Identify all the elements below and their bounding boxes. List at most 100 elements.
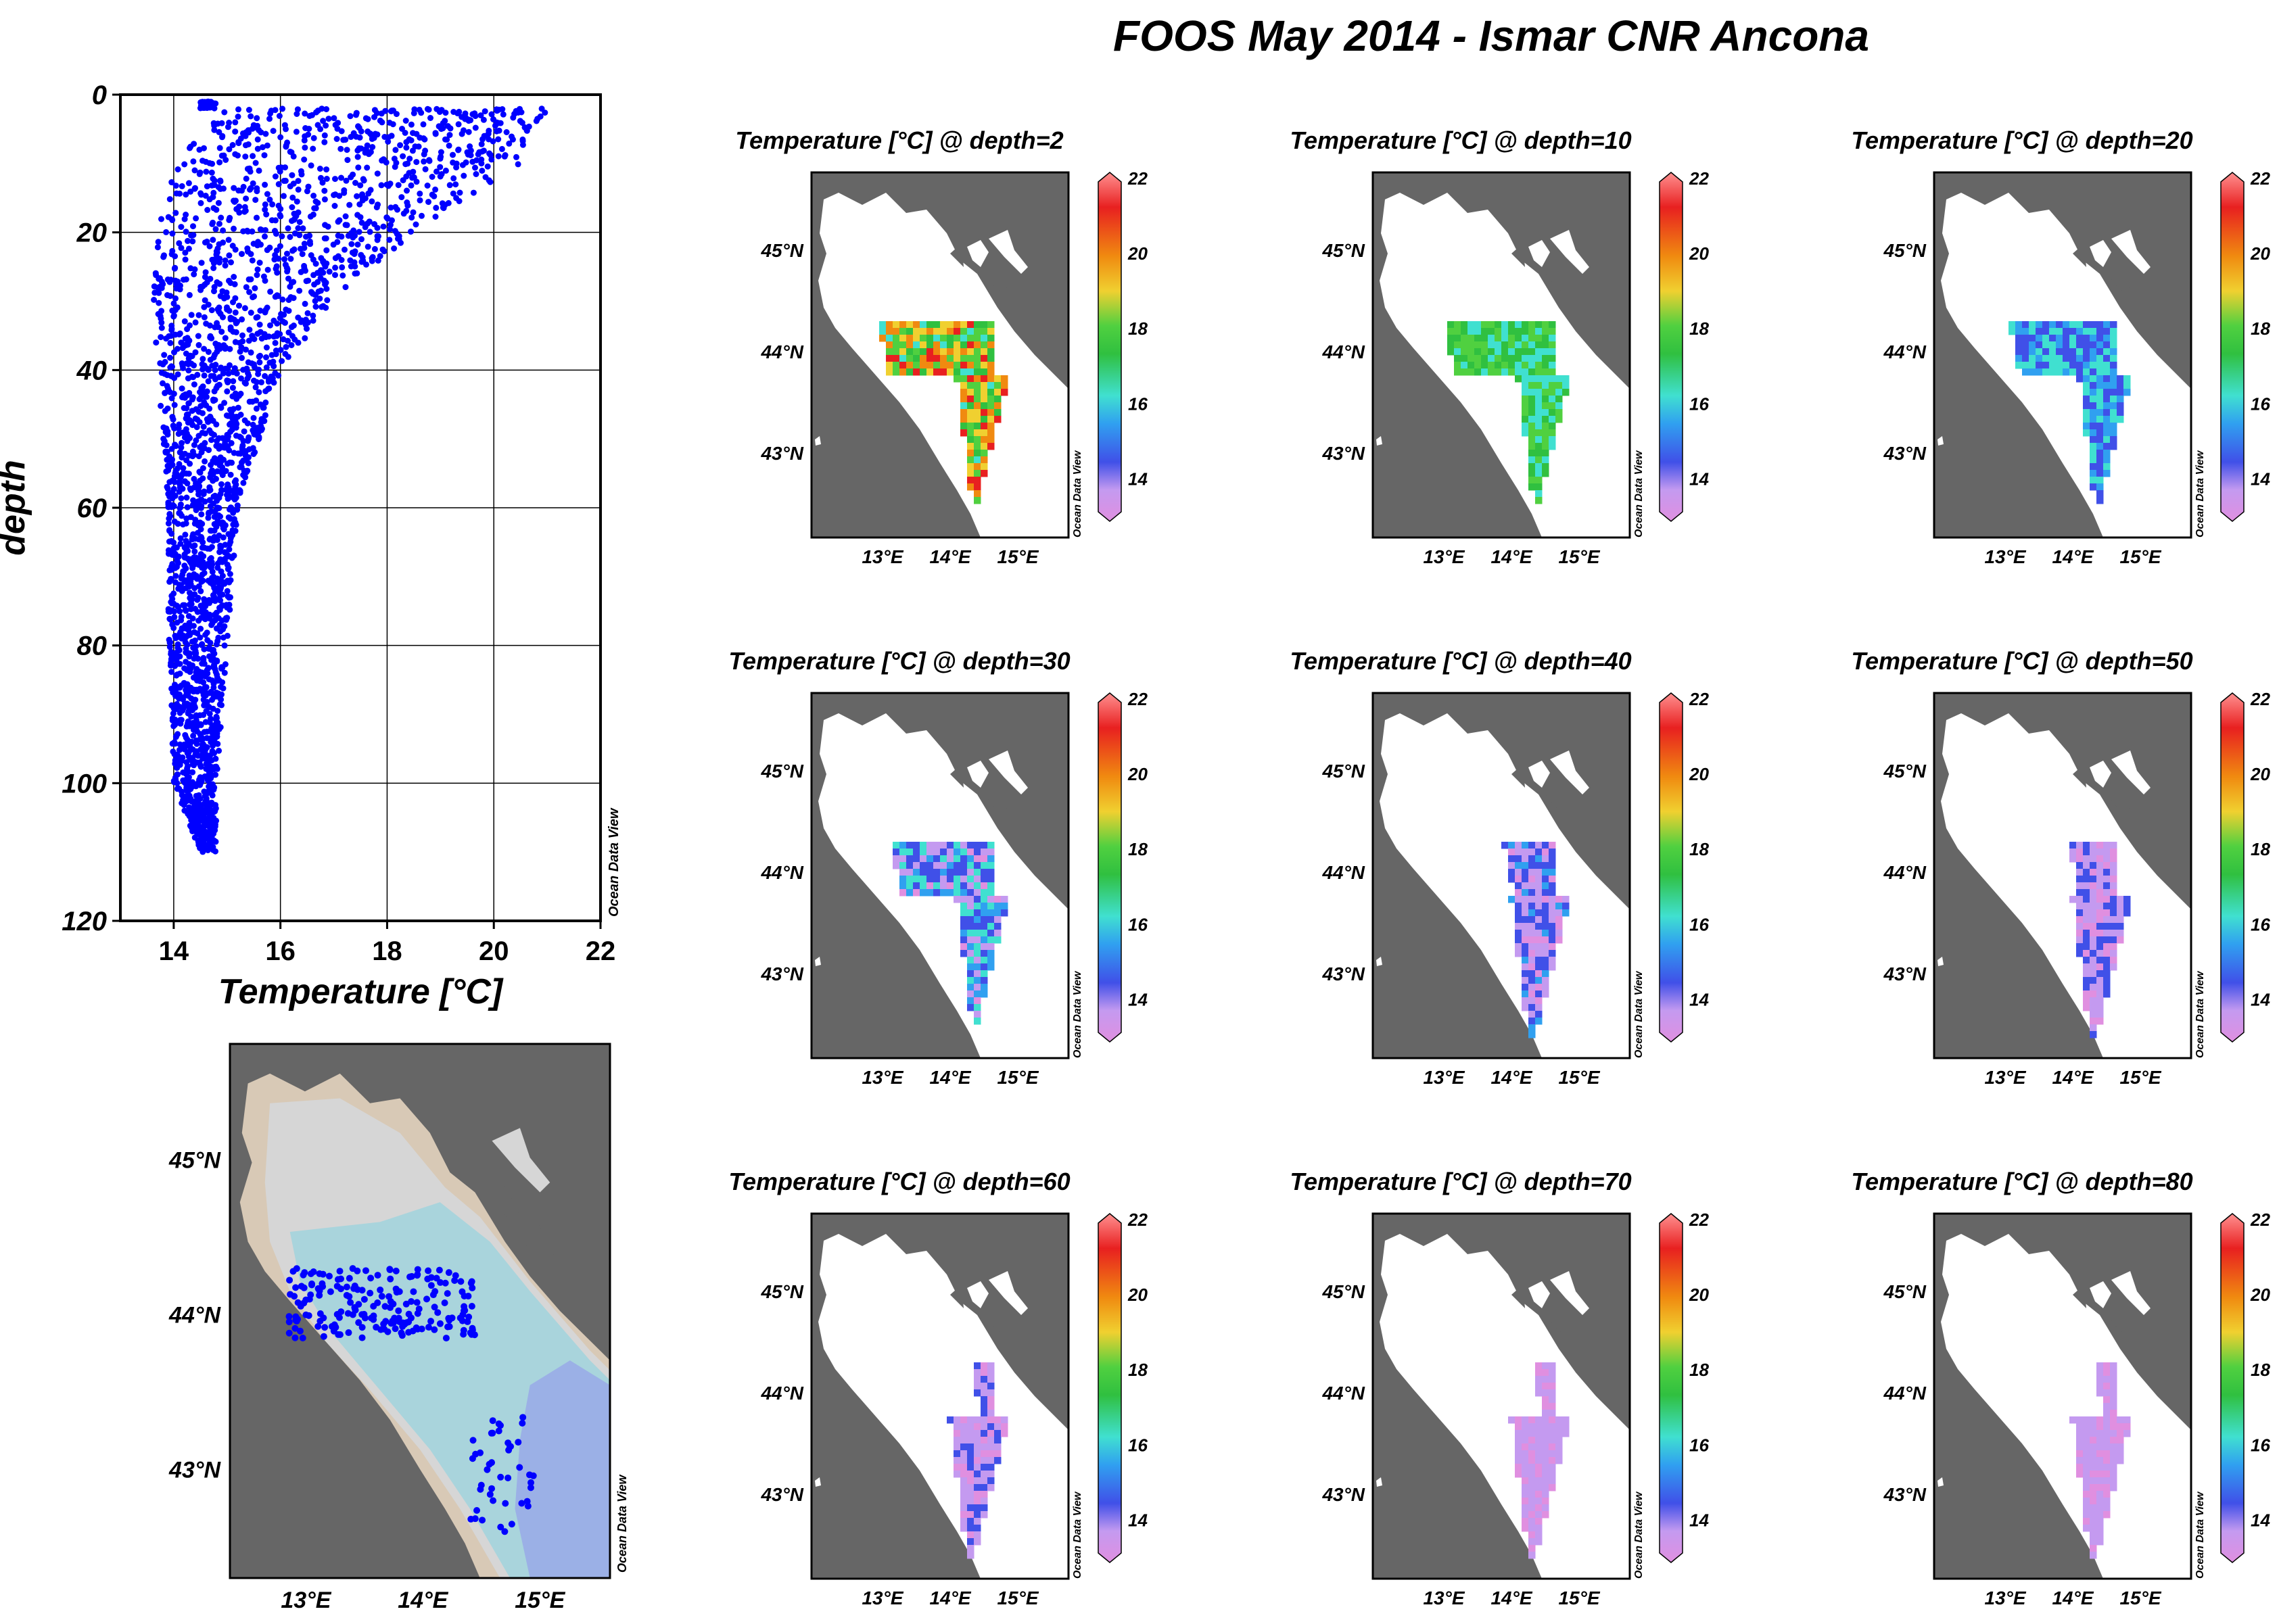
lat-label: 43°N <box>1883 963 1926 984</box>
field-cell <box>2103 348 2111 356</box>
field-cell <box>2083 389 2090 396</box>
field-cell <box>994 916 1002 924</box>
field-cell <box>899 842 907 849</box>
field-cell <box>2083 416 2090 423</box>
data-point <box>348 134 354 140</box>
field-cell <box>893 855 900 863</box>
field-cell <box>2103 963 2111 971</box>
data-point <box>177 535 184 542</box>
field-cell <box>906 335 914 342</box>
field-cell <box>2083 855 2090 863</box>
data-point <box>359 191 366 197</box>
lon-label: 13°E <box>281 1587 331 1613</box>
field-cell <box>981 943 988 951</box>
data-point <box>267 288 274 295</box>
station-point <box>360 1295 368 1303</box>
field-cell <box>1528 409 1536 416</box>
field-cell <box>1454 321 1461 329</box>
field-cell <box>2096 416 2104 423</box>
field-cell <box>2103 869 2111 876</box>
field-cell <box>974 328 981 335</box>
data-point <box>177 449 184 456</box>
field-cell <box>2015 321 2023 329</box>
data-point <box>237 450 243 457</box>
field-cell <box>2083 335 2090 342</box>
data-point <box>210 398 217 404</box>
field-cell <box>2076 1464 2084 1471</box>
data-point <box>178 245 185 252</box>
data-point <box>169 363 175 370</box>
field-cell <box>2103 889 2111 897</box>
field-cell <box>1522 943 1529 951</box>
field-cell <box>2103 842 2111 849</box>
field-cell <box>926 328 934 335</box>
field-cell <box>2015 335 2023 342</box>
field-cell <box>2090 923 2097 930</box>
field-cell <box>2096 477 2104 484</box>
data-point <box>254 425 260 431</box>
lon-label: 15°E <box>2119 546 2161 567</box>
data-point <box>268 352 275 358</box>
field-cell <box>1549 1477 1556 1485</box>
data-point <box>256 389 262 396</box>
data-point <box>186 575 193 582</box>
field-cell <box>1528 936 1536 944</box>
data-point <box>206 509 212 516</box>
data-point <box>342 284 349 291</box>
data-point <box>168 327 175 333</box>
data-point <box>344 147 350 153</box>
figure-title: FOOS May 2014 - Ismar CNR Ancona <box>1113 11 1869 60</box>
field-cell <box>2049 335 2057 342</box>
field-cell <box>967 1511 974 1519</box>
field-cell <box>2076 882 2084 890</box>
field-cell <box>1535 869 1543 876</box>
data-point <box>450 109 457 115</box>
data-point <box>208 565 214 571</box>
field-cell <box>1522 1525 1529 1532</box>
field-cell <box>920 355 927 362</box>
station-point <box>345 1329 352 1337</box>
data-point <box>310 317 316 324</box>
field-cell <box>960 328 968 335</box>
field-cell <box>2110 402 2117 410</box>
field-cell <box>1515 943 1522 951</box>
data-point <box>191 629 197 636</box>
data-point <box>198 535 205 542</box>
field-cell <box>2096 909 2104 917</box>
data-point <box>216 128 222 135</box>
field-cell <box>967 1518 974 1525</box>
data-point <box>172 740 179 747</box>
field-cell <box>967 429 974 437</box>
field-cell <box>1542 1369 1549 1377</box>
field-cell <box>2110 876 2117 883</box>
field-cell <box>974 335 981 342</box>
field-cell <box>2096 389 2104 396</box>
field-cell <box>974 984 981 991</box>
field-cell <box>1522 855 1529 863</box>
field-cell <box>981 1403 988 1410</box>
field-cell <box>1522 1457 1529 1464</box>
field-cell <box>2015 362 2023 369</box>
data-point <box>232 527 239 534</box>
field-cell <box>2083 1471 2090 1478</box>
data-point <box>222 335 229 341</box>
data-point <box>189 238 196 245</box>
field-cell <box>2090 903 2097 910</box>
data-point <box>353 110 360 116</box>
field-cell <box>1481 321 1488 329</box>
data-point <box>186 804 193 811</box>
panel-border <box>1371 171 1631 539</box>
station-point <box>327 1288 334 1295</box>
data-point <box>450 151 456 158</box>
station-point <box>335 1331 342 1338</box>
field-cell <box>1522 930 1529 937</box>
field-cell <box>1522 849 1529 856</box>
station-point <box>289 1268 297 1275</box>
station-point <box>496 1422 504 1429</box>
data-point <box>478 141 485 147</box>
field-cell <box>2083 328 2090 335</box>
field-cell <box>967 1457 974 1464</box>
colorbar-tick-label: 18 <box>1689 1360 1709 1380</box>
field-cell <box>2090 970 2097 978</box>
field-cell <box>1549 862 1556 869</box>
